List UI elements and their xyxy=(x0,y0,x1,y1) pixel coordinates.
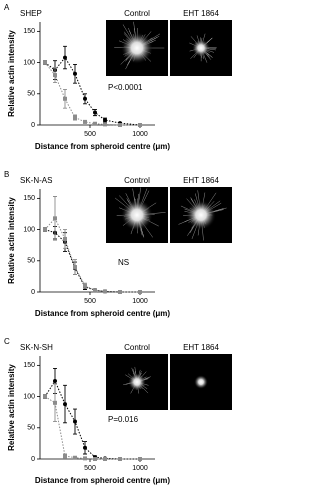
data-point xyxy=(93,288,97,293)
data-point xyxy=(63,55,67,60)
data-point xyxy=(83,456,87,461)
y-tick-label: 50 xyxy=(27,91,35,98)
cell-line: SK-N-SH xyxy=(20,343,53,352)
data-point xyxy=(73,419,77,424)
micrograph-cell xyxy=(186,200,216,230)
data-point xyxy=(138,457,142,461)
data-point xyxy=(138,123,142,127)
data-point xyxy=(83,96,87,101)
data-point xyxy=(118,290,122,294)
y-tick-label: 50 xyxy=(27,425,35,432)
data-point xyxy=(53,400,57,405)
data-point xyxy=(93,121,97,126)
y-tick-label: 150 xyxy=(23,195,35,202)
panel: B SK-N-AS Control EHT 1864 NS 0 50 100 150 500 100… xyxy=(4,170,232,318)
data-point xyxy=(103,122,107,127)
x-tick-label: 1000 xyxy=(132,131,148,138)
data-point xyxy=(73,115,77,120)
image-label: EHT 1864 xyxy=(183,9,219,18)
x-tick-label: 500 xyxy=(84,131,96,138)
data-point xyxy=(43,227,47,232)
image-label: EHT 1864 xyxy=(183,343,219,352)
cell-line: SHEP xyxy=(20,9,42,18)
annotation: P<0.0001 xyxy=(108,83,143,92)
data-point xyxy=(63,402,67,407)
cell-line: SK-N-AS xyxy=(20,176,52,185)
data-point xyxy=(73,265,77,270)
x-axis-title: Distance from spheroid centre (μm) xyxy=(35,142,170,151)
data-point xyxy=(73,71,77,76)
data-point xyxy=(83,445,87,450)
data-point xyxy=(138,290,142,294)
y-axis-title: Relative actin intensity xyxy=(7,197,16,284)
image-label: Control xyxy=(124,9,150,18)
data-point xyxy=(103,289,107,294)
data-point xyxy=(63,453,67,458)
data-point xyxy=(83,283,87,288)
panel: A SHEP Control EHT 1864 P<0.0001 0 50 100 150 500… xyxy=(4,3,232,151)
y-tick-label: 50 xyxy=(27,258,35,265)
image-label: EHT 1864 xyxy=(183,176,219,185)
data-point xyxy=(53,216,57,221)
y-tick-label: 100 xyxy=(23,226,35,233)
x-tick-label: 500 xyxy=(84,465,96,472)
panel-label: C xyxy=(4,337,10,346)
series-line xyxy=(44,56,141,126)
x-axis-title: Distance from spheroid centre (μm) xyxy=(35,309,170,318)
data-point xyxy=(73,455,77,460)
x-tick-label: 1000 xyxy=(132,465,148,472)
data-point xyxy=(63,96,67,101)
data-point xyxy=(118,457,122,461)
data-point xyxy=(53,73,57,78)
y-axis-title: Relative actin intensity xyxy=(7,364,16,451)
data-point xyxy=(43,60,47,65)
x-tick-label: 1000 xyxy=(132,298,148,305)
y-tick-label: 100 xyxy=(23,59,35,66)
x-axis-title: Distance from spheroid centre (μm) xyxy=(35,476,170,485)
annotation: NS xyxy=(118,258,129,267)
data-point xyxy=(83,119,87,124)
y-tick-label: 150 xyxy=(23,28,35,35)
micrograph-cell xyxy=(121,199,153,231)
data-point xyxy=(63,236,67,241)
y-axis-title: Relative actin intensity xyxy=(7,30,16,117)
y-tick-label: 0 xyxy=(31,122,35,129)
y-tick-label: 150 xyxy=(23,362,35,369)
panel: C SK-N-SH Control EHT 1864 P=0.016 0 50 100 150 5… xyxy=(4,337,232,485)
data-point xyxy=(53,378,57,383)
image-label: Control xyxy=(124,176,150,185)
panel-label: A xyxy=(4,3,10,12)
panel-label: B xyxy=(4,170,9,179)
y-tick-label: 100 xyxy=(23,393,35,400)
data-point xyxy=(103,457,107,461)
micrograph-cell xyxy=(192,39,210,57)
micrograph-cell xyxy=(128,373,146,391)
annotation: P=0.016 xyxy=(108,415,139,424)
y-tick-label: 0 xyxy=(31,456,35,463)
data-point xyxy=(43,394,47,399)
data-point xyxy=(103,118,107,123)
micrograph-cell xyxy=(121,32,153,64)
micrograph-cell xyxy=(194,375,208,389)
y-tick-label: 0 xyxy=(31,289,35,296)
data-point xyxy=(118,123,122,127)
data-point xyxy=(93,457,97,461)
data-point xyxy=(93,110,97,115)
image-label: Control xyxy=(124,343,150,352)
series-line xyxy=(44,62,140,126)
x-tick-label: 500 xyxy=(84,298,96,305)
